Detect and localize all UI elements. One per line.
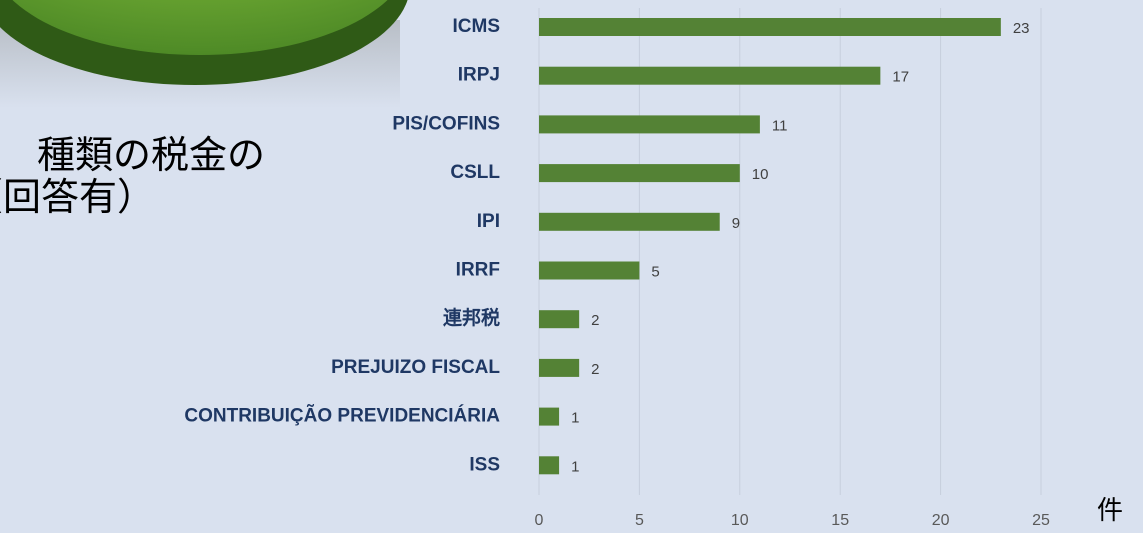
y-tick-label: ISS — [469, 454, 500, 475]
bar — [539, 18, 1001, 36]
unit-label: 件 — [1097, 495, 1123, 525]
value-label: 5 — [651, 263, 659, 280]
value-label: 9 — [732, 215, 740, 232]
value-label: 10 — [752, 166, 769, 183]
value-label: 1 — [571, 458, 579, 475]
value-label: 11 — [772, 117, 788, 134]
y-tick-label: PIS/COFINS — [392, 113, 500, 134]
value-label: 2 — [591, 361, 599, 378]
value-label: 23 — [1013, 20, 1030, 37]
bar — [539, 456, 559, 474]
y-tick-label: IRRF — [456, 260, 500, 281]
value-label: 17 — [892, 69, 909, 86]
slide: 種類の税金の （回答有） 件 0510152025ICMS23IRPJ17PIS… — [0, 0, 1143, 533]
value-label: 2 — [591, 312, 599, 329]
bar — [539, 67, 880, 85]
bar — [539, 408, 559, 426]
y-tick-label: CSLL — [450, 162, 500, 183]
value-label: 1 — [571, 410, 579, 427]
bar — [539, 213, 720, 231]
y-tick-label: IPI — [477, 211, 500, 232]
x-tick-label: 15 — [831, 512, 849, 529]
x-tick-label: 20 — [932, 512, 950, 529]
x-tick-label: 25 — [1032, 512, 1050, 529]
bar — [539, 262, 639, 280]
bar — [539, 359, 579, 377]
x-tick-label: 0 — [535, 512, 544, 529]
title-line: 種類の税金の — [37, 135, 265, 177]
y-tick-label: PREJUIZO FISCAL — [331, 357, 500, 378]
bar — [539, 164, 740, 182]
y-tick-label: IRPJ — [458, 65, 500, 86]
y-tick-label: 連邦税 — [443, 306, 500, 329]
title-line: （回答有） — [0, 177, 155, 219]
y-tick-label: ICMS — [453, 16, 501, 37]
bar — [539, 115, 760, 133]
y-tick-label: CONTRIBUIÇÃO PREVIDENCIÁRIA — [184, 405, 500, 427]
page: {"chart_data": {"type": "bar", "orientat… — [0, 0, 1143, 533]
x-tick-label: 10 — [731, 512, 749, 529]
bar — [539, 310, 579, 328]
x-tick-label: 5 — [635, 512, 644, 529]
